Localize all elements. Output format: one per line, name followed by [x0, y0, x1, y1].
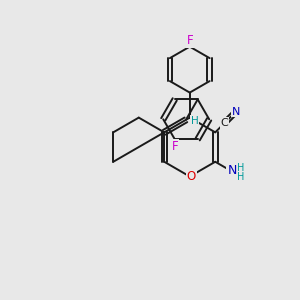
Text: F: F: [186, 34, 193, 47]
Text: C: C: [221, 118, 229, 128]
Text: H: H: [191, 116, 199, 126]
Text: F: F: [171, 140, 178, 153]
Text: H: H: [237, 172, 244, 182]
Text: O: O: [187, 170, 196, 183]
Text: N: N: [227, 164, 237, 177]
Text: H: H: [237, 163, 244, 173]
Text: N: N: [232, 106, 240, 116]
